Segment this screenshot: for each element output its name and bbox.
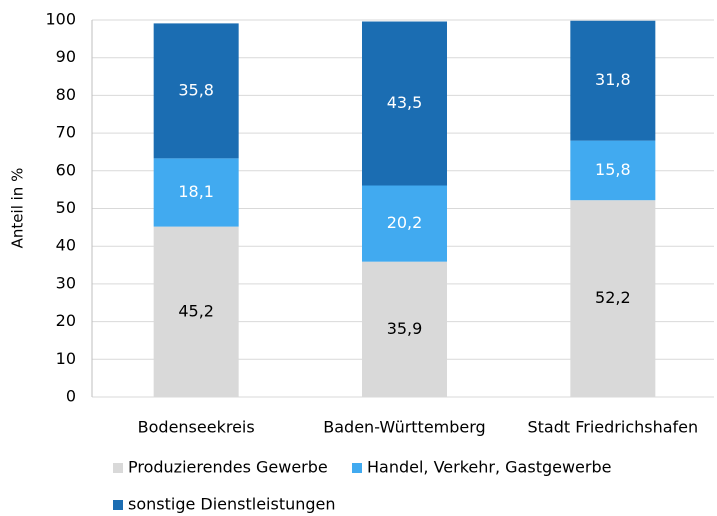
y-tick-label: 100	[45, 10, 76, 29]
legend-swatch	[352, 463, 362, 473]
y-tick-label: 30	[56, 273, 76, 292]
y-tick-label: 0	[66, 387, 76, 406]
legend-label: sonstige Dienstleistungen	[128, 495, 336, 514]
bar-segment	[362, 185, 447, 262]
data-label: 35,9	[387, 319, 423, 338]
bar-segment	[570, 20, 656, 141]
bar-segment	[570, 200, 656, 397]
bar-segment	[570, 140, 656, 201]
y-tick-label: 40	[56, 236, 76, 255]
data-label: 20,2	[387, 213, 423, 232]
data-label: 31,8	[595, 70, 631, 89]
bar-segment	[362, 261, 447, 397]
y-tick-label: 50	[56, 198, 76, 217]
data-label: 35,8	[178, 80, 214, 99]
x-tick-label: Stadt Friedrichshafen	[527, 418, 698, 437]
legend-swatch	[113, 500, 123, 510]
bar-segment	[153, 158, 239, 227]
y-tick-label: 80	[56, 85, 76, 104]
data-label: 52,2	[595, 288, 631, 307]
bar-segment	[153, 23, 239, 159]
y-tick-label: 70	[56, 123, 76, 142]
y-tick-label: 20	[56, 311, 76, 330]
legend-swatch	[113, 463, 123, 473]
y-axis-label: Anteil in %	[9, 168, 27, 249]
x-tick-label: Bodenseekreis	[138, 418, 255, 437]
y-tick-label: 10	[56, 349, 76, 368]
x-tick-label: Baden-Württemberg	[323, 418, 485, 437]
data-label: 43,5	[387, 93, 423, 112]
y-tick-label: 60	[56, 160, 76, 179]
legend-label: Handel, Verkehr, Gastgewerbe	[367, 458, 611, 477]
bar-segment	[362, 21, 447, 186]
legend-label: Produzierendes Gewerbe	[128, 458, 328, 477]
y-tick-label: 90	[56, 47, 76, 66]
data-label: 45,2	[178, 301, 214, 320]
data-label: 18,1	[178, 182, 214, 201]
data-label: 15,8	[595, 160, 631, 179]
bar-segment	[153, 226, 239, 397]
